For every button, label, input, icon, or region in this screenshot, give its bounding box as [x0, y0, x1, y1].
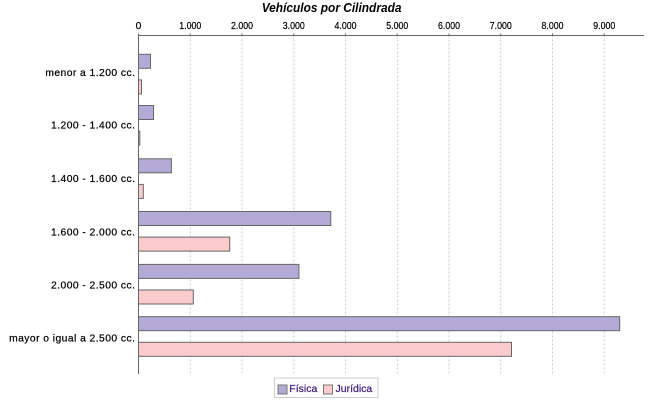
svg-text:2.000: 2.000 — [231, 21, 253, 32]
svg-text:menor a 1.200 cc.: menor a 1.200 cc. — [45, 68, 135, 79]
svg-text:5.000: 5.000 — [386, 21, 408, 32]
svg-text:Jurídica: Jurídica — [336, 383, 373, 395]
svg-text:mayor o igual a 2.500 cc.: mayor o igual a 2.500 cc. — [9, 334, 135, 345]
svg-text:8.000: 8.000 — [542, 21, 564, 32]
svg-text:1.000: 1.000 — [179, 21, 201, 32]
svg-text:9.000: 9.000 — [593, 21, 615, 32]
svg-text:1.600 - 2.000 cc.: 1.600 - 2.000 cc. — [51, 227, 135, 238]
svg-text:4.000: 4.000 — [335, 21, 357, 32]
svg-text:Física: Física — [289, 383, 317, 395]
svg-text:7.000: 7.000 — [490, 21, 512, 32]
svg-text:2.000 - 2.500 cc.: 2.000 - 2.500 cc. — [51, 280, 135, 291]
svg-text:1.200 - 1.400 cc.: 1.200 - 1.400 cc. — [51, 121, 135, 132]
svg-text:6.000: 6.000 — [438, 21, 460, 32]
svg-text:Vehículos por Cilindrada: Vehículos por Cilindrada — [262, 1, 402, 15]
svg-text:0: 0 — [136, 21, 142, 32]
svg-text:1.400 - 1.600 cc.: 1.400 - 1.600 cc. — [51, 174, 135, 185]
svg-text:3.000: 3.000 — [283, 21, 305, 32]
